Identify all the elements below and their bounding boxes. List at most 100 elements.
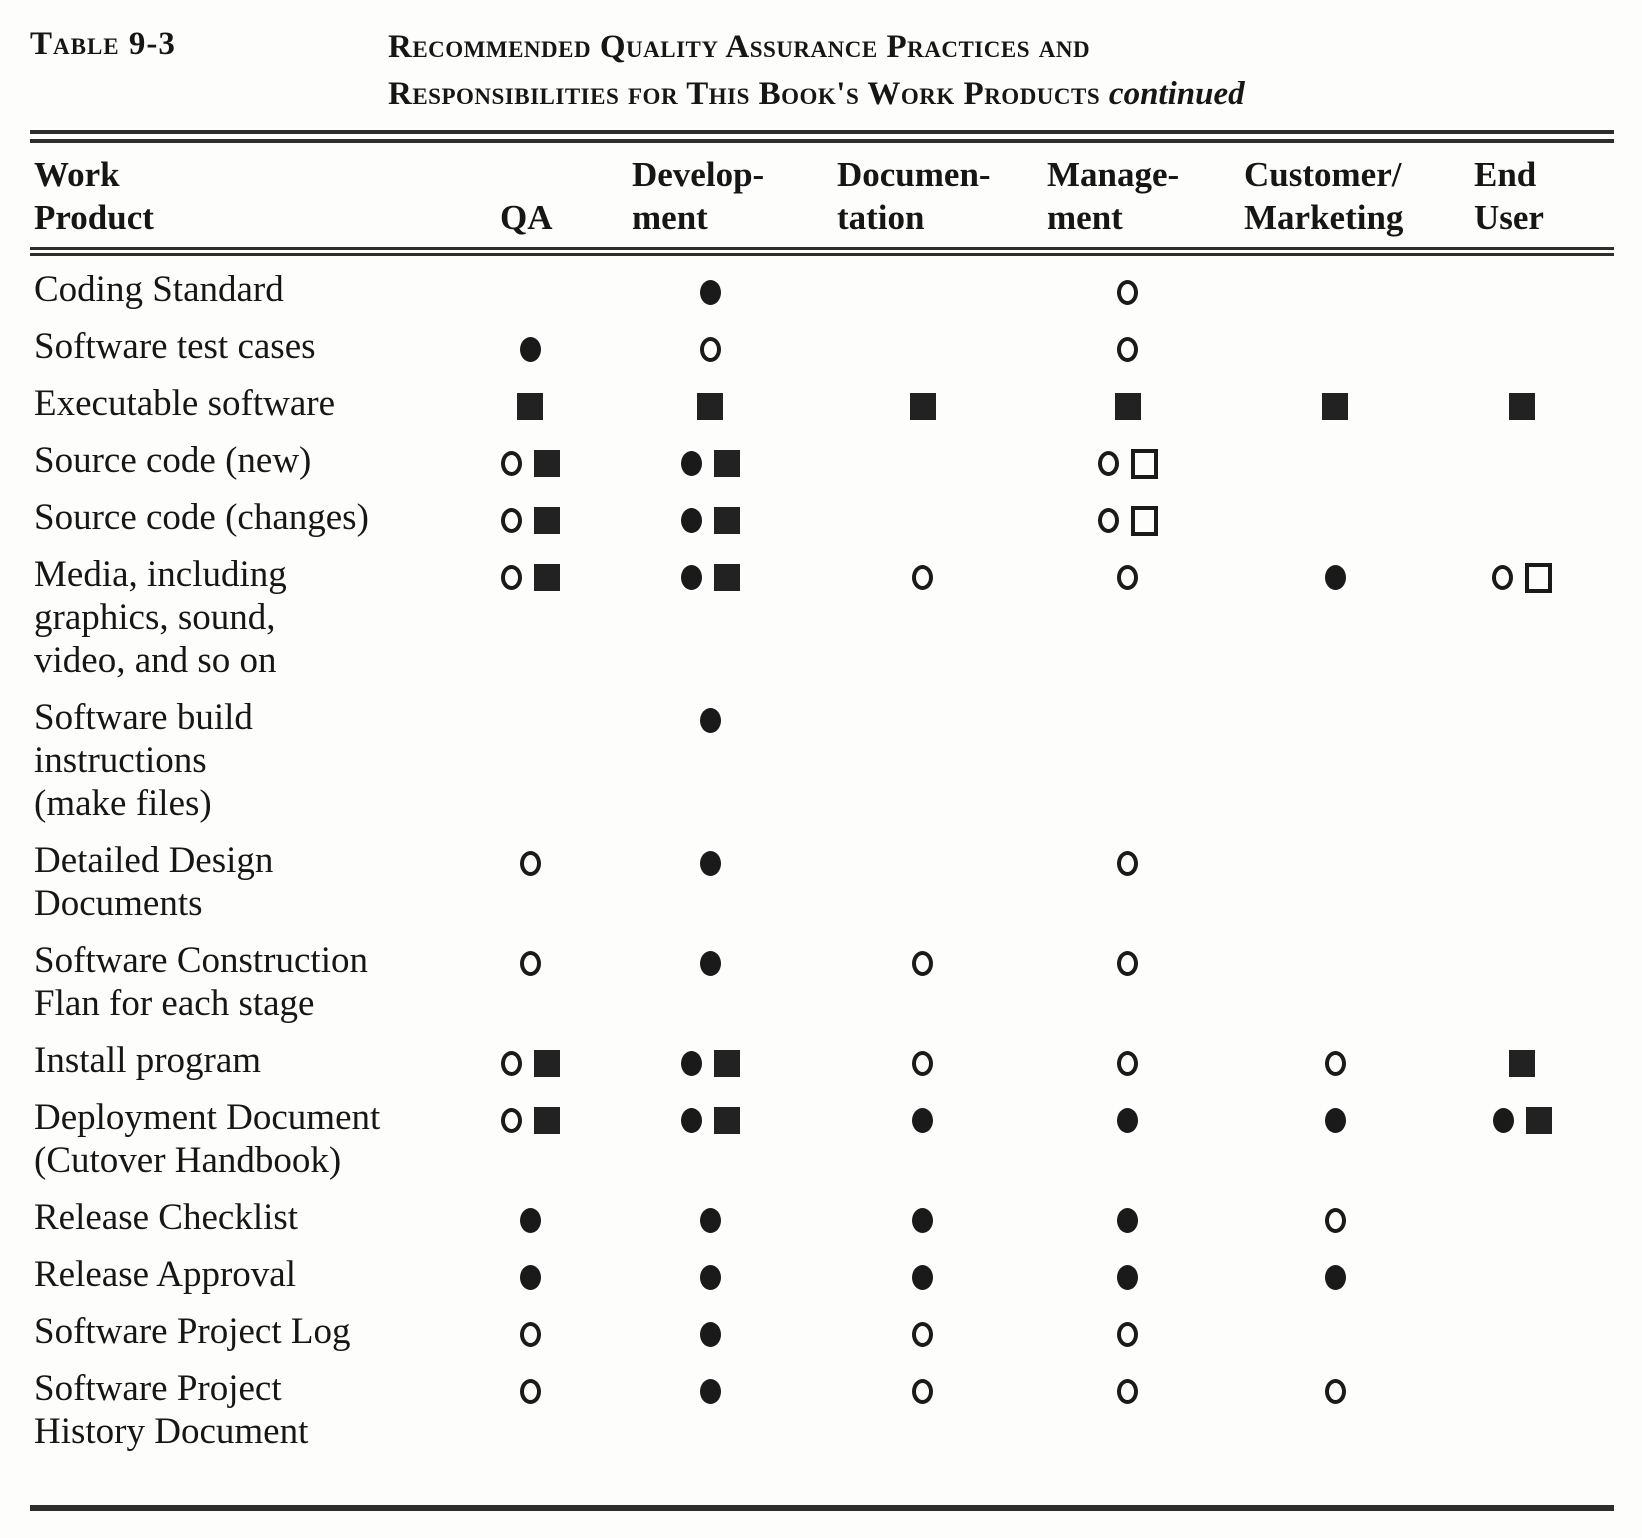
table-row: Software Project History Document: [30, 1367, 1614, 1508]
filled-circle-icon: [699, 951, 721, 977]
work-product-name: Source code (new): [30, 439, 470, 496]
cell-development: [620, 1039, 830, 1096]
table-row: Detailed Design Documents: [30, 839, 1614, 939]
cell-customer_marketing: [1240, 1039, 1460, 1096]
filled-circle-icon: [699, 1322, 721, 1348]
filled-square-icon: [713, 1107, 740, 1135]
work-product-line: Software test cases: [34, 326, 316, 367]
table-row: Install program: [30, 1039, 1614, 1096]
filled-square-icon: [533, 507, 560, 535]
open-circle-icon: [912, 565, 933, 591]
open-circle-icon: [500, 1051, 522, 1077]
cell-qa: [470, 1096, 620, 1196]
cell-qa: [470, 1253, 620, 1310]
open-square-icon: [1525, 562, 1552, 593]
cell-management: [1045, 325, 1240, 382]
cell-documentation: [830, 1310, 1045, 1367]
cell-end_user: [1460, 1096, 1614, 1196]
cell-management: [1045, 696, 1240, 839]
table-row: Source code (changes): [30, 496, 1614, 553]
work-product-line: History Document: [34, 1411, 309, 1452]
filled-square-icon: [713, 450, 740, 478]
filled-circle-icon: [699, 1379, 721, 1405]
work-product-name: Executable software: [30, 382, 470, 439]
column-header-line: Documen-: [837, 155, 991, 194]
work-product-line: Software Project Log: [34, 1311, 351, 1352]
cell-documentation: [830, 1096, 1045, 1196]
cell-development: [620, 325, 830, 382]
open-circle-icon: [1097, 508, 1119, 534]
table-row: Source code (new): [30, 439, 1614, 496]
cell-documentation: [830, 496, 1045, 553]
open-circle-icon: [519, 951, 541, 977]
cell-development: [620, 1196, 830, 1253]
header-row: Work Product QA Develop-ment Documen-tation M…: [30, 130, 1614, 256]
filled-square-icon: [909, 393, 936, 421]
cell-end_user: [1460, 252, 1614, 326]
table-label: Table 9-3: [30, 26, 176, 62]
table-row: Media, including graphics, sound, video, a…: [30, 553, 1614, 696]
cell-customer_marketing: [1240, 252, 1460, 326]
filled-square-icon: [1114, 393, 1141, 421]
work-product-line: instructions: [34, 740, 207, 781]
column-header-management: Manage-ment: [1045, 130, 1240, 256]
open-circle-icon: [519, 851, 541, 877]
filled-circle-icon: [699, 1208, 721, 1234]
work-product-line: video, and so on: [34, 640, 277, 681]
open-square-icon: [1130, 505, 1158, 536]
column-header-line: Product: [34, 198, 154, 237]
work-product-line: Software Construction: [34, 940, 368, 981]
cell-management: [1045, 1096, 1240, 1196]
column-header-line: User: [1474, 198, 1544, 237]
cell-end_user: [1460, 553, 1614, 696]
cell-development: [620, 696, 830, 839]
work-product-line: Documents: [34, 883, 203, 924]
open-circle-icon: [1117, 337, 1138, 363]
filled-square-icon: [1525, 1107, 1552, 1135]
cell-end_user: [1460, 382, 1614, 439]
cell-management: [1045, 252, 1240, 326]
work-product-name: Source code (changes): [30, 496, 470, 553]
cell-end_user: [1460, 1039, 1614, 1096]
cell-customer_marketing: [1240, 496, 1460, 553]
table-title-continued: continued: [1108, 76, 1245, 112]
table-body: Coding Standard Software test cases Execut…: [30, 252, 1614, 1509]
filled-square-icon: [713, 564, 740, 592]
cell-development: [620, 439, 830, 496]
cell-management: [1045, 496, 1240, 553]
filled-circle-icon: [912, 1108, 933, 1134]
cell-end_user: [1460, 1253, 1614, 1310]
table-title: Recommended Quality Assurance Practices …: [388, 24, 1245, 118]
column-header-line: Develop-: [632, 155, 765, 194]
table-row: Executable software: [30, 382, 1614, 439]
table-title-line1: Recommended Quality Assurance Practices …: [388, 29, 1091, 65]
open-circle-icon: [1117, 1379, 1138, 1405]
cell-customer_marketing: [1240, 839, 1460, 939]
work-product-name: Coding Standard: [30, 252, 470, 326]
filled-square-icon: [1322, 393, 1348, 421]
cell-customer_marketing: [1240, 553, 1460, 696]
filled-circle-icon: [1324, 565, 1346, 591]
filled-circle-icon: [1117, 1108, 1138, 1134]
filled-square-icon: [533, 564, 560, 592]
cell-customer_marketing: [1240, 325, 1460, 382]
column-header-customer_marketing: Customer/Marketing: [1240, 130, 1460, 256]
cell-qa: [470, 839, 620, 939]
filled-circle-icon: [699, 1265, 721, 1291]
filled-circle-icon: [680, 1108, 702, 1134]
open-circle-icon: [1117, 280, 1138, 306]
work-product-line: Release Checklist: [34, 1197, 299, 1238]
filled-square-icon: [713, 1050, 740, 1078]
cell-documentation: [830, 252, 1045, 326]
column-header-line: Customer/: [1244, 155, 1402, 194]
open-circle-icon: [1324, 1379, 1346, 1405]
cell-documentation: [830, 1039, 1045, 1096]
cell-documentation: [830, 553, 1045, 696]
column-header-development: Develop-ment: [620, 130, 830, 256]
open-circle-icon: [1117, 565, 1138, 591]
cell-documentation: [830, 939, 1045, 1039]
cell-customer_marketing: [1240, 1196, 1460, 1253]
table-row: Coding Standard: [30, 252, 1614, 326]
column-header-line: QA: [500, 198, 553, 237]
work-product-name: Software test cases: [30, 325, 470, 382]
